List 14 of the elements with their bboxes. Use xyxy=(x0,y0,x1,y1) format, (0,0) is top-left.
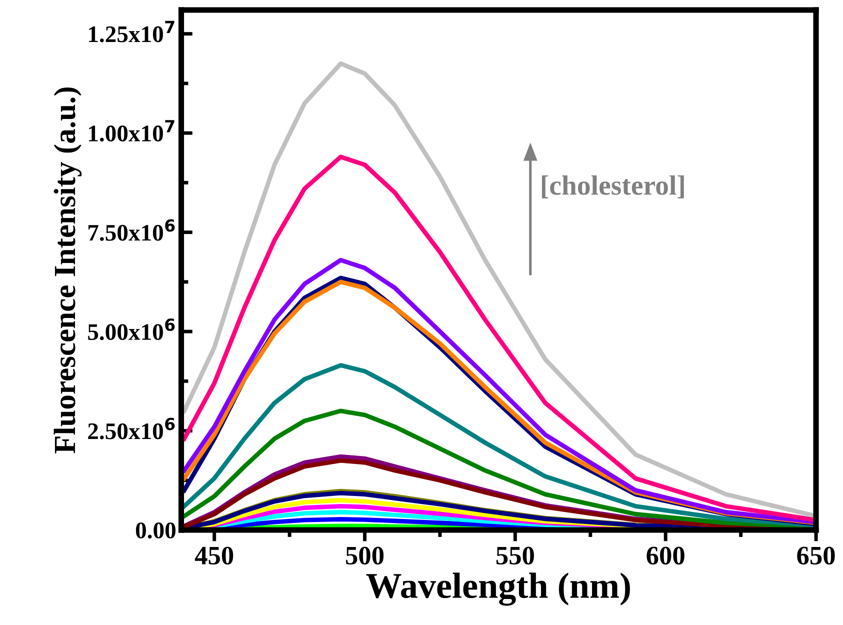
y-tick-label: 1.00x10$^{7}$ xyxy=(89,120,174,142)
y-tick-label: 5.00x10$^{6}$ xyxy=(88,318,175,340)
x-axis-title: Wavelength (nm) xyxy=(366,572,630,606)
x-tick-label: 450 xyxy=(194,546,234,565)
y-tick-label: 2.50x10$^{6}$ xyxy=(88,418,175,440)
y-tick-label: 1.25x10$^{7}$ xyxy=(89,20,174,42)
x-tick-label: 650 xyxy=(797,546,835,565)
y-axis-title: Fluorescence Intensity (a.u.) xyxy=(54,87,82,454)
y-tick-label: 0.00 xyxy=(136,522,176,539)
annotation: [cholesterol] xyxy=(542,175,684,198)
x-tick-label: 600 xyxy=(646,546,684,565)
x-tick-label: 500 xyxy=(346,546,384,565)
x-tick-label: 550 xyxy=(496,546,534,565)
y-tick-label: 7.50x10$^{6}$ xyxy=(88,219,175,241)
